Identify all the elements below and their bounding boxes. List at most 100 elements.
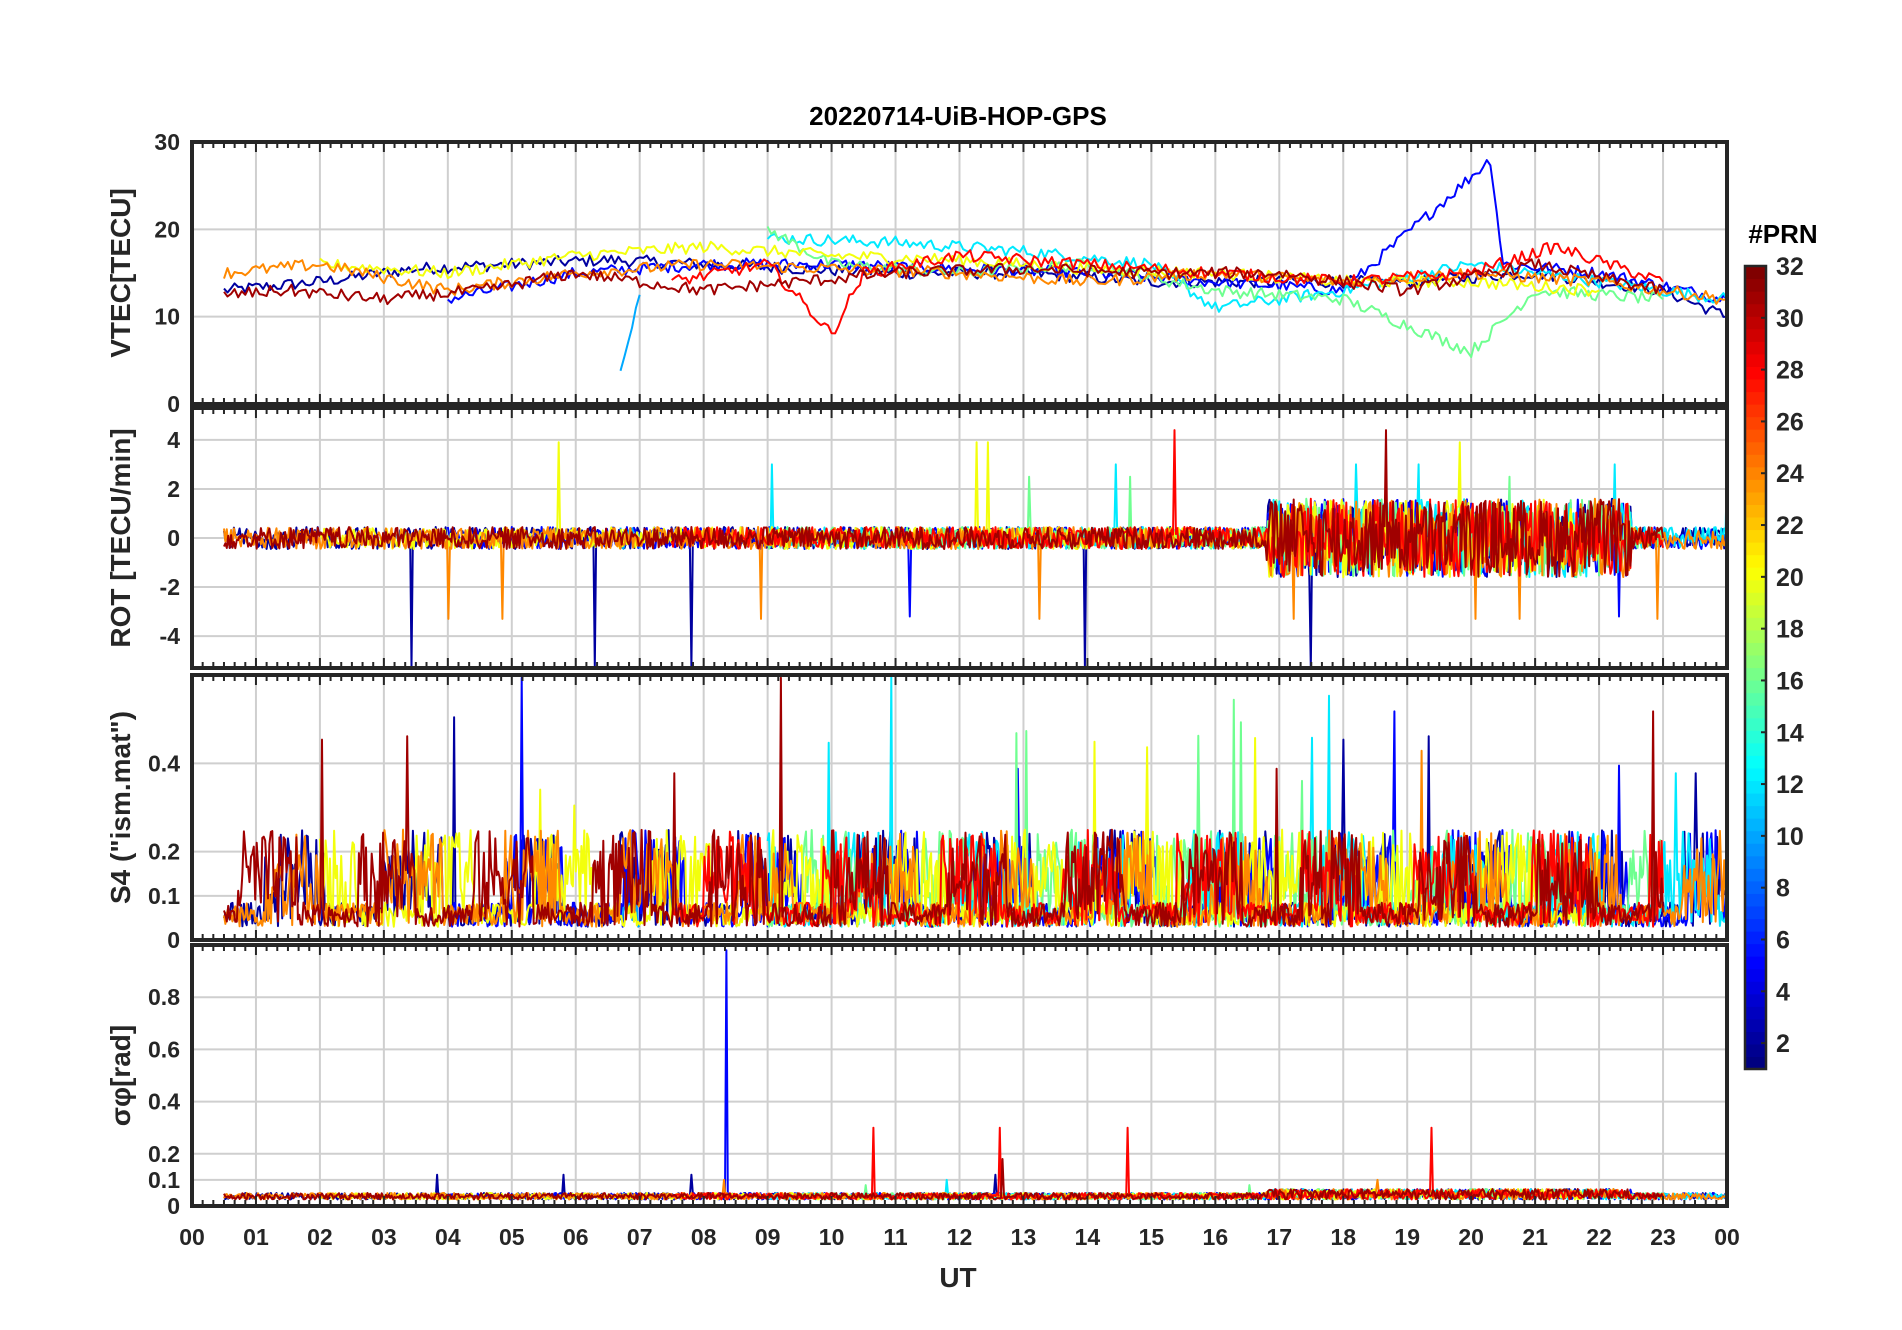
colorbar-tick-label: 30 <box>1776 305 1804 333</box>
y-tick-label: 0.4 <box>148 1089 180 1115</box>
colorbar-swatch <box>1745 893 1766 907</box>
colorbar-swatch <box>1745 454 1766 468</box>
y-tick-label: 0 <box>167 525 180 551</box>
colorbar-swatch <box>1745 742 1766 756</box>
colorbar-swatch <box>1745 654 1766 669</box>
x-tick-label: 12 <box>947 1224 973 1250</box>
y-axis-title: VTEC[TECU] <box>105 188 136 358</box>
colorbar-swatch <box>1745 516 1766 531</box>
x-tick-label: 05 <box>499 1224 525 1250</box>
colorbar-swatch <box>1745 378 1766 393</box>
y-axis-title: σφ[rad] <box>105 1025 136 1126</box>
colorbar-swatch <box>1745 278 1766 292</box>
colorbar-swatch <box>1745 328 1766 342</box>
trace-prn-2 <box>223 254 1727 318</box>
colorbar-tick-label: 2 <box>1776 1030 1790 1058</box>
colorbar-swatch <box>1745 366 1766 380</box>
x-tick-label: 20 <box>1458 1224 1484 1250</box>
x-tick-label: 18 <box>1330 1224 1356 1250</box>
colorbar-tick-label: 26 <box>1776 408 1804 436</box>
x-tick-label: 04 <box>435 1224 461 1250</box>
colorbar-swatch <box>1745 504 1766 518</box>
panel-traces <box>223 949 1727 1201</box>
colorbar-swatch <box>1745 429 1766 443</box>
colorbar-swatch <box>1745 818 1766 832</box>
colorbar-swatch <box>1745 1006 1766 1020</box>
colorbar-tick-label: 24 <box>1776 460 1804 488</box>
colorbar-swatch <box>1745 441 1766 455</box>
colorbar-tick-label: 8 <box>1776 875 1790 903</box>
colorbar-swatch <box>1745 792 1766 807</box>
y-tick-label: 20 <box>154 216 180 242</box>
y-tick-label: 0.2 <box>148 839 180 865</box>
panel-frame <box>190 406 1729 670</box>
colorbar-tick-label: 12 <box>1776 771 1804 799</box>
colorbar-swatch <box>1745 617 1766 631</box>
colorbar-tick-label: 28 <box>1776 357 1804 385</box>
trace-prn-28 <box>671 242 1664 335</box>
trace-prn-31 <box>223 429 1664 578</box>
panel-3: 0 0.1 0.2 0.4 S4 ("ism.mat") <box>105 673 1729 953</box>
colorbar-swatch <box>1745 981 1766 995</box>
x-tick-label: 00 <box>1714 1224 1740 1250</box>
colorbar-swatch <box>1745 303 1766 317</box>
y-tick-label: 0.4 <box>148 750 180 776</box>
x-tick-label: 23 <box>1650 1224 1676 1250</box>
y-tick-label: 2 <box>167 476 180 502</box>
y-tick-label: 0.1 <box>148 883 180 909</box>
colorbar-swatch <box>1745 579 1766 593</box>
y-tick-label: 10 <box>154 304 180 330</box>
colorbar-swatch <box>1745 918 1766 932</box>
colorbar-swatch <box>1745 1031 1766 1045</box>
panel-frame <box>190 140 1729 406</box>
x-tick-label: 15 <box>1139 1224 1165 1250</box>
colorbar-swatch <box>1745 855 1766 869</box>
x-tick-label: 14 <box>1075 1224 1101 1250</box>
x-tick-label: 00 <box>179 1224 205 1250</box>
colorbar-swatch <box>1745 391 1766 405</box>
colorbar-tick-label: 4 <box>1776 978 1790 1006</box>
colorbar-swatch <box>1745 943 1766 957</box>
colorbar-tick-label: 14 <box>1776 719 1804 747</box>
colorbar-swatch <box>1745 843 1766 857</box>
colorbar-swatch <box>1745 466 1766 480</box>
colorbar-swatch <box>1745 353 1766 367</box>
panel-traces <box>223 675 1727 928</box>
y-tick-label: -2 <box>160 574 180 600</box>
trace-prn-28 <box>670 429 1664 578</box>
y-tick-label: 0.6 <box>148 1036 180 1062</box>
panel-traces <box>223 159 1727 372</box>
x-tick-label: 22 <box>1586 1224 1612 1250</box>
colorbar-swatch <box>1745 266 1766 280</box>
colorbar-tick-label: 32 <box>1776 253 1804 281</box>
colorbar-tick-label: 22 <box>1776 512 1804 540</box>
colorbar-swatch <box>1745 1043 1766 1058</box>
colorbar-swatch <box>1745 968 1766 982</box>
x-tick-label: 11 <box>883 1224 908 1250</box>
colorbar-swatch <box>1745 692 1766 706</box>
x-tick-label: 02 <box>307 1224 333 1250</box>
x-tick-label: 09 <box>755 1224 781 1250</box>
colorbar-swatch <box>1745 592 1766 606</box>
colorbar-swatch <box>1745 291 1766 305</box>
trace-prn-31 <box>223 676 1664 928</box>
colorbar-swatch <box>1745 930 1766 945</box>
figure-title: 20220714-UiB-HOP-GPS <box>809 101 1107 131</box>
y-tick-label: 0.1 <box>148 1167 180 1193</box>
colorbar-swatch <box>1745 667 1766 681</box>
trace-prn-31 <box>223 1158 1664 1201</box>
colorbar-tick-label: 10 <box>1776 823 1804 851</box>
x-axis: 00 01 02 03 04 05 06 07 08 09 10 11 12 13 14 15 16 17 18 19… <box>179 1224 1740 1250</box>
trace-prn-31 <box>223 258 1664 306</box>
colorbar-tick-label: 16 <box>1776 667 1804 695</box>
panel-1: 0 10 20 30 VTEC[TECU] <box>105 129 1729 417</box>
colorbar-tick-label: 6 <box>1776 926 1790 954</box>
colorbar-swatch <box>1745 542 1766 556</box>
panel-4: 00.10.2 0.4 0.6 0.8 σφ[rad] <box>105 943 1729 1219</box>
x-tick-label: 13 <box>1011 1224 1037 1250</box>
colorbar-swatches <box>1745 266 1766 1070</box>
y-tick-label: 4 <box>167 427 180 453</box>
